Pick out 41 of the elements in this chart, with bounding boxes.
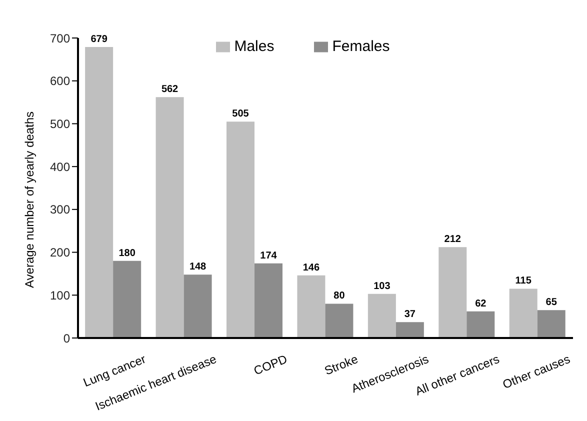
- bar: [466, 311, 495, 338]
- data-label: 115: [515, 276, 532, 287]
- x-tick-label: Other causes: [500, 352, 572, 392]
- y-tick-label: 500: [50, 116, 70, 131]
- data-label: 505: [232, 108, 250, 120]
- bar: [254, 263, 282, 338]
- data-label: 62: [475, 298, 487, 310]
- data-label: 212: [444, 234, 462, 246]
- y-tick-label: 200: [50, 246, 70, 260]
- bar: [368, 294, 396, 338]
- bar: [156, 97, 184, 338]
- bar: [297, 275, 326, 338]
- data-label: 37: [404, 309, 416, 320]
- data-label: 180: [118, 248, 136, 259]
- data-label: 65: [546, 297, 558, 308]
- bar: [226, 122, 254, 338]
- data-label: 103: [374, 280, 391, 292]
- y-tick-label: 600: [50, 74, 70, 88]
- y-tick-label: 700: [50, 31, 70, 46]
- bar: [85, 47, 114, 338]
- y-tick-label: 0: [63, 331, 70, 346]
- data-label: 80: [334, 290, 346, 302]
- x-tick-label: COPD: [252, 352, 290, 378]
- y-tick-label: 400: [50, 160, 70, 174]
- bar: [509, 288, 538, 338]
- bar: [325, 304, 354, 338]
- data-label: 679: [90, 34, 108, 45]
- data-label: 148: [189, 262, 207, 273]
- bar: [396, 322, 424, 338]
- legend-label: Males: [234, 38, 274, 55]
- data-label: 562: [161, 84, 179, 96]
- legend-label: Females: [332, 38, 390, 55]
- bar: [113, 260, 142, 338]
- bar: [438, 247, 467, 338]
- y-axis-title: Average number of yearly deaths: [22, 111, 36, 288]
- data-label: 146: [302, 262, 320, 274]
- y-tick-label: 100: [50, 288, 70, 302]
- bar: [537, 310, 566, 338]
- bar: [184, 274, 212, 338]
- y-tick-label: 300: [50, 202, 70, 217]
- data-label: 174: [260, 250, 278, 262]
